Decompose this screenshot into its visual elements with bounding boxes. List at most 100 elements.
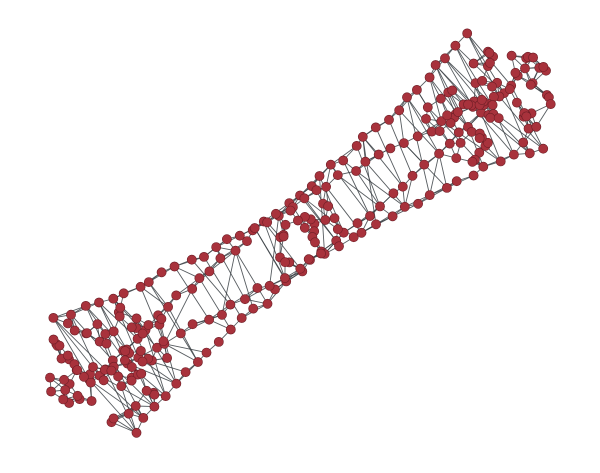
graph-node — [86, 396, 97, 406]
graph-node — [279, 273, 290, 283]
graph-node — [468, 58, 479, 69]
graph-edge — [355, 170, 381, 207]
graph-node — [435, 93, 446, 104]
graph-node — [303, 254, 314, 265]
graph-edge — [235, 250, 268, 305]
graph-node — [419, 159, 430, 170]
graph-node — [171, 378, 182, 389]
graph-node — [141, 385, 152, 396]
graph-node — [407, 170, 418, 181]
graph-node — [72, 390, 83, 401]
graph-edge — [330, 145, 358, 166]
graph-node — [485, 58, 495, 68]
graph-edge — [145, 329, 177, 385]
graph-node — [120, 355, 130, 366]
graph-node — [131, 427, 142, 438]
graph-node — [45, 372, 55, 383]
graph-node — [352, 218, 363, 229]
graph-node — [270, 208, 281, 219]
graph-node — [295, 263, 306, 274]
graph-node — [332, 224, 343, 235]
graph-node — [149, 389, 160, 400]
graph-edge — [406, 96, 431, 196]
graph-node — [149, 401, 160, 412]
graph-node — [299, 222, 310, 233]
graph-node — [94, 297, 104, 308]
graph-edge — [404, 175, 413, 208]
graph-edge — [104, 368, 137, 434]
graph-edge — [362, 136, 377, 225]
graph-node — [453, 127, 464, 138]
graph-node — [126, 322, 137, 333]
graph-node — [520, 63, 530, 74]
graph-edge — [254, 227, 287, 282]
graph-node — [373, 149, 384, 160]
graph-edge — [498, 96, 544, 150]
graph-node — [118, 288, 129, 299]
graph-node — [138, 412, 149, 423]
graph-node — [123, 408, 134, 419]
graph-node — [236, 313, 247, 323]
graph-node — [120, 346, 131, 356]
graph-node — [160, 391, 171, 401]
graph-node — [60, 385, 71, 395]
graph-node — [199, 251, 209, 262]
graph-node — [397, 181, 408, 192]
graph-node — [474, 133, 485, 144]
graph-edge — [480, 112, 502, 162]
graph-node — [316, 248, 326, 259]
graph-node — [106, 365, 117, 376]
graph-node — [424, 190, 435, 200]
graph-node — [135, 345, 146, 356]
graph-node — [512, 97, 522, 108]
graph-node — [230, 245, 241, 256]
graph-node — [413, 198, 423, 209]
graph-node — [108, 326, 119, 337]
graph-node — [180, 367, 191, 377]
graph-edge — [444, 57, 474, 108]
graph-edge — [303, 197, 337, 242]
graph-edge — [440, 120, 502, 162]
graph-node — [211, 242, 222, 252]
graph-edge — [98, 302, 128, 350]
graph-node — [455, 137, 466, 148]
graph-edge — [235, 250, 254, 310]
graph-node — [468, 170, 479, 181]
graph-node — [444, 138, 455, 149]
graph-node — [412, 131, 423, 142]
graph-node — [371, 219, 381, 230]
graph-node — [136, 368, 147, 379]
graph-node — [311, 185, 322, 196]
graph-node — [385, 143, 396, 154]
graph-node — [80, 300, 91, 311]
graph-node — [388, 188, 399, 199]
graph-edge — [99, 375, 155, 408]
graph-node — [387, 211, 398, 222]
graph-node — [113, 371, 123, 382]
graph-node — [474, 147, 485, 158]
graph-node — [262, 217, 273, 228]
graph-edge — [403, 142, 425, 166]
graph-edge — [52, 317, 106, 370]
graph-node — [488, 91, 499, 102]
graph-node — [422, 102, 433, 113]
graph-node — [221, 234, 232, 245]
graph-node — [100, 329, 111, 339]
graph-node — [204, 266, 215, 277]
graph-node — [466, 126, 477, 137]
graph-node — [48, 312, 59, 323]
graph-node — [538, 62, 549, 72]
graph-node — [248, 303, 259, 314]
graph-node — [88, 362, 98, 372]
graph-edge — [163, 288, 193, 345]
graph-node — [217, 309, 227, 320]
graph-node — [82, 328, 92, 338]
graph-node — [476, 94, 487, 105]
graph-node — [234, 230, 245, 241]
graph-node — [72, 365, 83, 375]
graph-edge — [406, 96, 440, 155]
graph-node — [63, 350, 73, 361]
graph-node — [264, 280, 275, 291]
graph-node — [215, 253, 226, 264]
graph-node — [135, 281, 146, 292]
